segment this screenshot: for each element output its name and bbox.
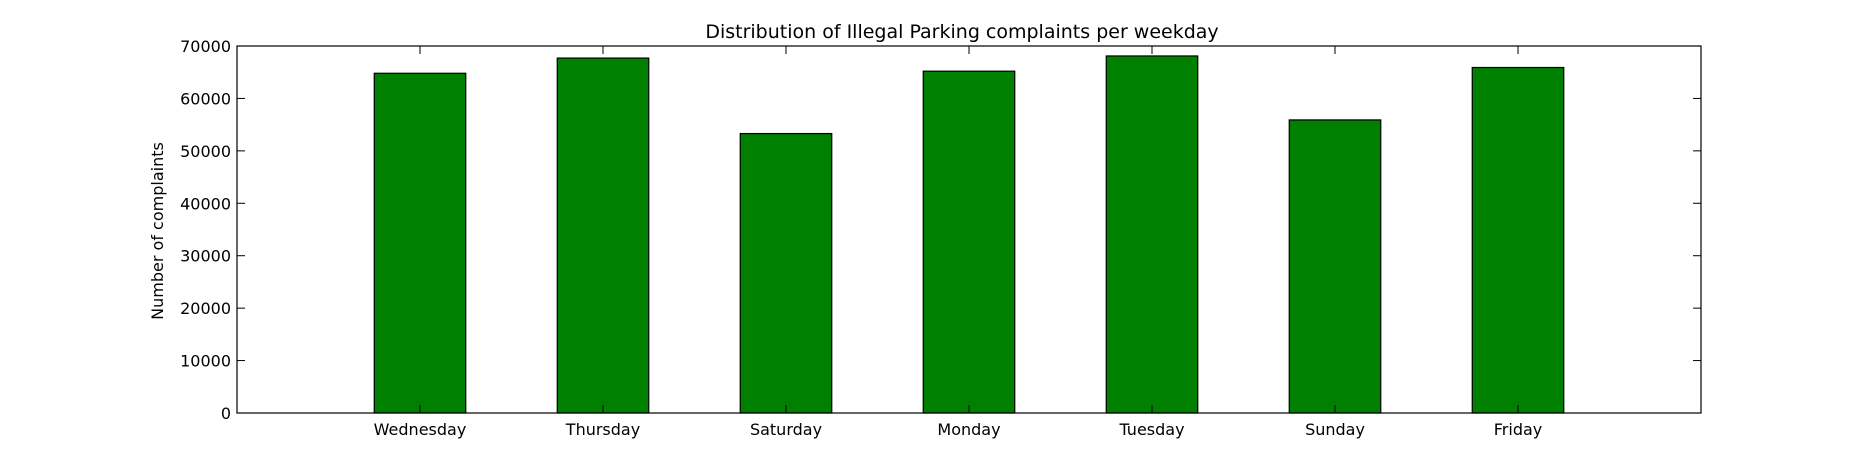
bar-friday: [1471, 66, 1565, 414]
x-tick-label-thursday: Thursday: [565, 420, 640, 439]
bar-saturday: [739, 132, 833, 414]
y-tick-label: 10000: [180, 352, 231, 371]
x-tick-label-monday: Monday: [937, 420, 1000, 439]
x-tick-label-saturday: Saturday: [750, 420, 822, 439]
plot-frame: [236, 45, 1702, 414]
bar-monday: [922, 70, 1016, 414]
y-tick-label: 30000: [180, 247, 231, 266]
bar-thursday: [556, 57, 650, 414]
y-tick-label: 70000: [180, 37, 231, 56]
y-axis-label: Number of complaints: [148, 142, 167, 320]
chart-title: Distribution of Illegal Parking complain…: [705, 21, 1218, 43]
tick-labels-group: 0 10000 20000 30000 40000 50000 60000 70000 Wedn…: [180, 37, 1542, 439]
x-tick-label-friday: Friday: [1494, 420, 1543, 439]
y-tick-label: 60000: [180, 89, 231, 108]
y-tick-label: 0: [221, 404, 231, 423]
x-tick-label-tuesday: Tuesday: [1118, 420, 1184, 439]
bar-wednesday: [373, 72, 467, 414]
y-tick-label: 50000: [180, 142, 231, 161]
x-tick-label-wednesday: Wednesday: [374, 420, 467, 439]
bar-sunday: [1288, 119, 1382, 414]
y-tick-label: 40000: [180, 194, 231, 213]
ticks-group: [237, 45, 1701, 414]
y-tick-label: 20000: [180, 299, 231, 318]
bar-tuesday: [1105, 55, 1199, 414]
x-tick-label-sunday: Sunday: [1305, 420, 1365, 439]
bars-group: [373, 55, 1565, 414]
